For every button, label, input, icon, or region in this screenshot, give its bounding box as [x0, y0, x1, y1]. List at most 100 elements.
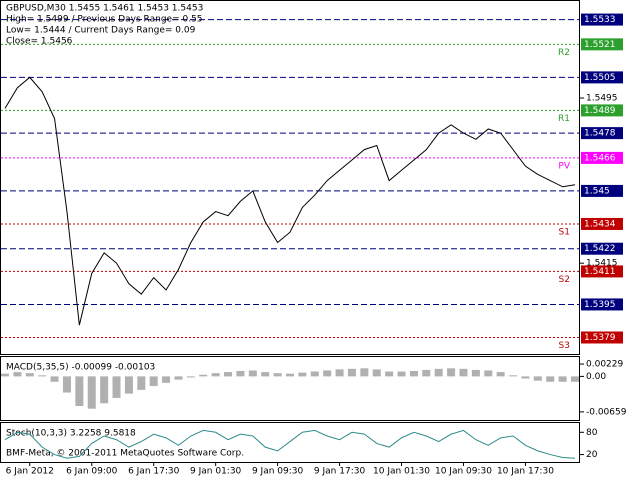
histogram-bar	[38, 375, 47, 377]
histogram-bar	[310, 371, 319, 377]
histogram-bar	[422, 369, 431, 377]
pivot-box	[581, 265, 623, 278]
pivot-price: 1.5489	[584, 106, 616, 116]
pivot-name: S2	[559, 275, 570, 285]
price-line	[4, 76, 576, 326]
level-box	[581, 242, 623, 255]
pivot-name: PV	[558, 161, 570, 171]
pivot-name: S1	[559, 227, 570, 237]
histogram-bar	[298, 372, 307, 377]
histogram-bar	[13, 372, 22, 377]
y-tick-label: 0.00229	[586, 360, 623, 370]
histogram-bar	[385, 371, 394, 377]
histogram-bar	[484, 370, 493, 377]
y-tick-label: 0.00	[586, 372, 606, 382]
histogram-bar	[347, 368, 356, 377]
histogram-bar	[50, 376, 59, 382]
pivot-price: 1.5521	[584, 40, 616, 50]
x-tick-label: 10 Jan 09:30	[435, 467, 492, 477]
histogram-bar	[323, 370, 332, 377]
histogram-bar	[100, 376, 109, 404]
histogram-bar	[248, 370, 257, 377]
main-panel	[0, 0, 580, 355]
pivot-name: R2	[558, 48, 570, 58]
histogram-bar	[521, 376, 530, 379]
level-box	[581, 298, 623, 311]
pivot-box	[581, 331, 623, 344]
pivot-name: S3	[559, 341, 570, 351]
level-price: 1.5533	[584, 15, 616, 25]
histogram-bar	[199, 374, 208, 377]
histogram-bar	[87, 376, 96, 409]
x-tick-label: 10 Jan 17:30	[497, 467, 554, 477]
x-tick-label: 10 Jan 01:30	[373, 467, 430, 477]
histogram-bar	[236, 371, 245, 377]
level-price: 1.5478	[584, 129, 616, 139]
histogram-bar	[273, 373, 282, 377]
histogram-bar	[224, 372, 233, 377]
histogram-bar	[459, 368, 468, 377]
y-tick-label: 20	[586, 450, 598, 460]
copyright: BMF-Meta, © 2001-2011 MetaQuotes Softwar…	[6, 449, 244, 459]
histogram-bar	[149, 376, 158, 387]
histogram-bar	[434, 368, 443, 377]
y-tick-label: 1.5495	[586, 94, 618, 104]
panel-title: MACD(5,35,5) -0.00099 -0.00103	[6, 363, 155, 373]
pivot-box	[581, 104, 623, 117]
histogram-bar	[360, 368, 369, 377]
histogram-bar	[409, 371, 418, 377]
header-line: GBPUSD,M30 1.5455 1.5461 1.5453 1.5453	[6, 4, 203, 14]
histogram-bar	[174, 376, 183, 380]
x-tick-label: 9 Jan 09:30	[252, 467, 304, 477]
histogram-bar	[1, 373, 9, 377]
histogram-bar	[509, 375, 518, 377]
x-tick-label: 6 Jan 2012	[6, 467, 54, 477]
histogram-bar	[372, 369, 381, 377]
histogram-bar	[112, 376, 121, 398]
histogram-bar	[186, 376, 195, 378]
histogram-bar	[546, 376, 555, 382]
histogram-bar	[211, 373, 220, 377]
price-line	[4, 429, 576, 459]
histogram-bar	[397, 371, 406, 377]
pivot-price: 1.5434	[584, 219, 616, 229]
histogram-bar	[124, 376, 133, 394]
level-box	[581, 184, 623, 197]
y-tick-label: -0.00659	[586, 407, 627, 417]
histogram-bar	[471, 369, 480, 377]
x-tick-label: 9 Jan 01:30	[190, 467, 242, 477]
pivot-name: R1	[558, 114, 570, 124]
level-box	[581, 13, 623, 26]
histogram-bar	[571, 376, 579, 382]
histogram-bar	[62, 376, 71, 393]
level-box	[581, 127, 623, 140]
x-tick-label: 6 Jan 17:30	[128, 467, 180, 477]
panel-title: Stoch(10,3,3) 3.2258 9.5818	[6, 429, 136, 439]
x-tick-label: 6 Jan 09:00	[66, 467, 118, 477]
level-price: 1.545	[584, 186, 610, 196]
histogram-bar	[75, 376, 84, 406]
header-line: Close= 1.5456	[6, 37, 73, 47]
level-price: 1.5395	[584, 300, 616, 310]
pivot-price: 1.5411	[584, 267, 616, 277]
histogram-bar	[496, 372, 505, 377]
histogram-bar	[162, 376, 171, 383]
y-tick-label: 80	[586, 428, 598, 438]
y-tick-label: 1.5415	[586, 259, 618, 269]
x-tick-label: 9 Jan 17:30	[314, 467, 366, 477]
histogram-bar	[335, 369, 344, 377]
histogram-bar	[447, 368, 456, 377]
macd-panel	[0, 356, 580, 421]
pivot-price: 1.5379	[584, 333, 616, 343]
level-price: 1.5505	[584, 73, 616, 83]
pivot-box	[581, 151, 623, 164]
histogram-bar	[558, 376, 567, 382]
histogram-bar	[286, 373, 294, 377]
pivot-box	[581, 217, 623, 230]
header-line: High= 1.5499 / Previous Days Range= 0.55	[6, 15, 203, 25]
histogram-bar	[261, 372, 270, 377]
header-line: Low= 1.5444 / Current Days Range= 0.09	[6, 26, 196, 36]
pivot-box	[581, 38, 623, 51]
histogram-bar	[25, 373, 34, 377]
